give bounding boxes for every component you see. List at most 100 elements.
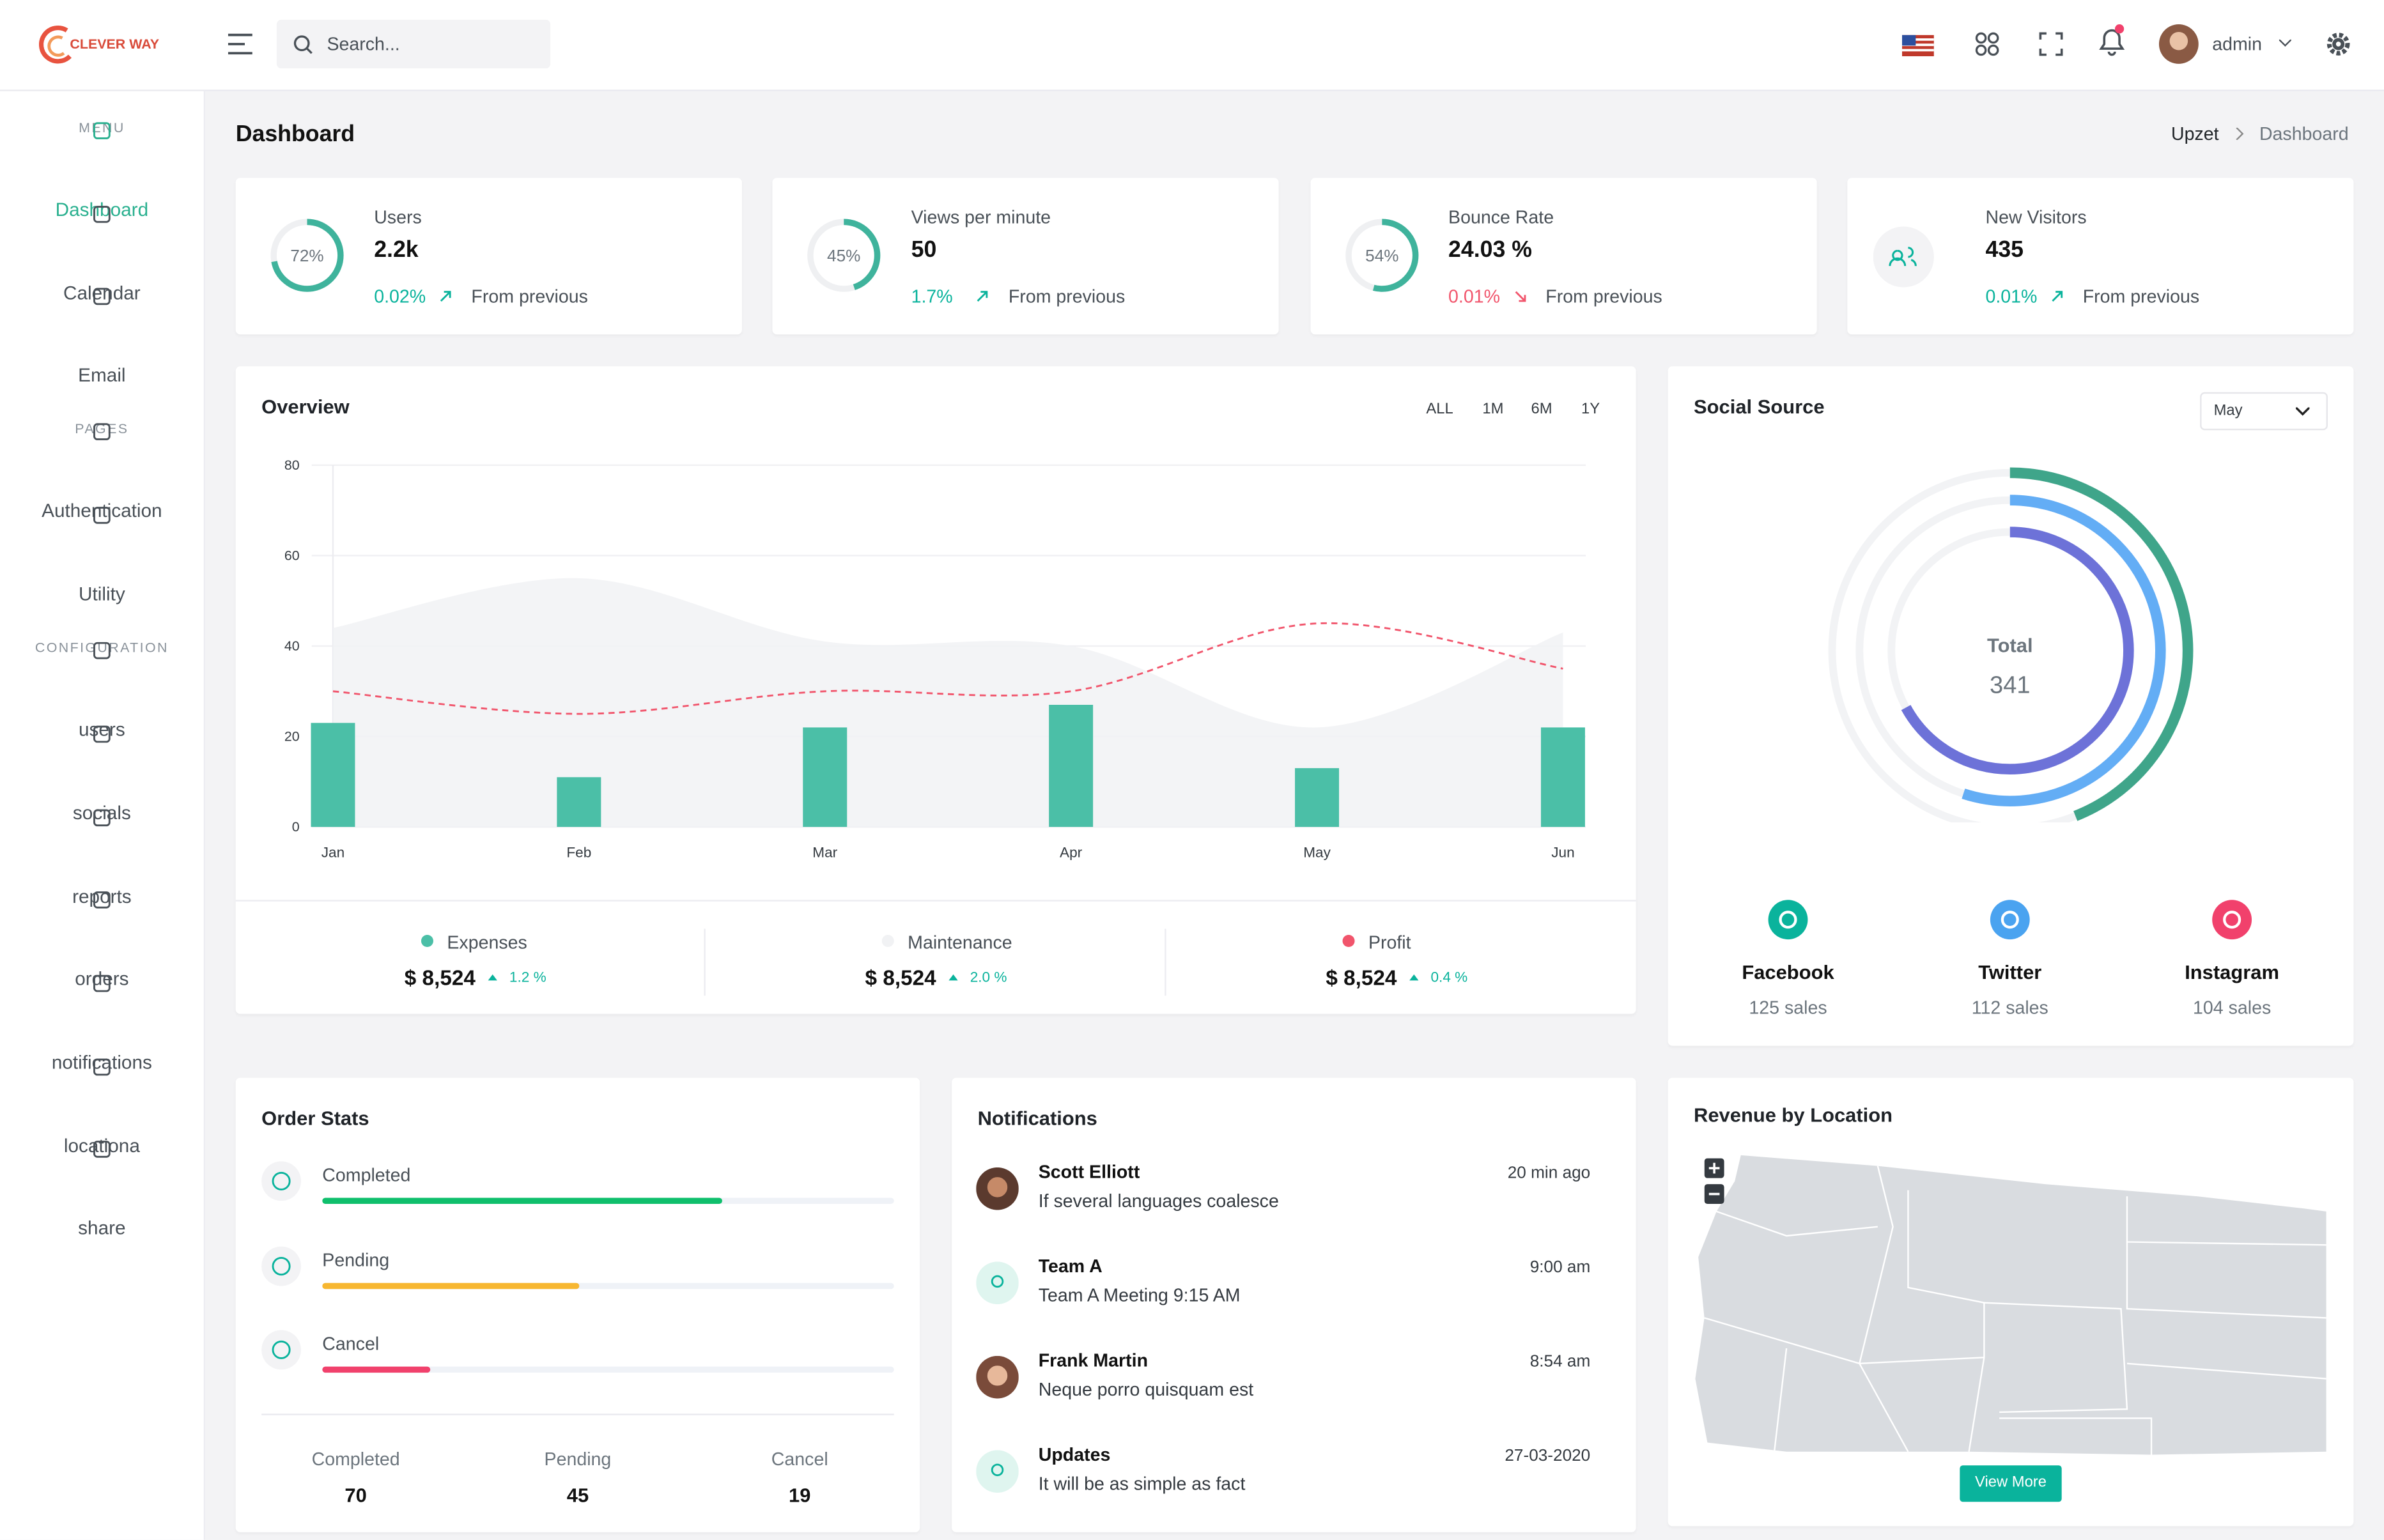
stat-label: Bounce Rate [1448, 206, 1554, 228]
divider [261, 1413, 894, 1415]
menu-item[interactable]: reports [72, 885, 132, 907]
menu-item[interactable]: share [78, 1218, 126, 1240]
arrow [1409, 974, 1419, 981]
menu-item[interactable]: Calendar [63, 282, 141, 304]
gear [2326, 33, 2350, 56]
bar [1540, 727, 1585, 828]
icon-glyph [2223, 911, 2241, 929]
avatar-bg [976, 1261, 1019, 1305]
logo-arc-inner [47, 35, 65, 57]
menu-item[interactable]: Email [78, 365, 126, 387]
user-name[interactable]: admin [2212, 33, 2262, 55]
progress-arc [270, 219, 344, 292]
x-tick-label: Mar [812, 845, 837, 861]
range-button[interactable]: 1M [1482, 401, 1504, 419]
progress-track [322, 1282, 894, 1289]
menu-item[interactable]: users [78, 719, 125, 741]
order-stats-title: Order Stats [261, 1106, 369, 1130]
stat-graphic: 54% [1345, 219, 1418, 292]
icon-bg [261, 1161, 302, 1201]
progress-label: 72% [290, 246, 323, 265]
range-button[interactable]: 6M [1531, 401, 1552, 419]
x-tick-label: Jan [321, 845, 344, 861]
icon-shape [93, 122, 111, 139]
apps-icon[interactable] [1975, 32, 1999, 56]
total-value: 341 [1990, 672, 2030, 699]
menu-item[interactable]: orders [75, 968, 129, 990]
flag[interactable] [1901, 35, 1934, 57]
stat-value: 24.03 % [1448, 237, 1533, 263]
breadcrumb-root[interactable]: Upzet [2171, 123, 2219, 144]
x-tick-label: May [1303, 845, 1331, 861]
source-sales: 125 sales [1749, 997, 1827, 1019]
search-placeholder: Search... [327, 33, 400, 55]
avatar-bg [976, 1450, 1019, 1493]
legend-name: Maintenance [908, 932, 1012, 953]
menu-item[interactable]: socials [72, 802, 131, 824]
summary-column: Maintenance $ 8,524 2.0 % [697, 921, 1168, 997]
source-name: Facebook [1742, 960, 1834, 984]
icon-bg [1990, 900, 2030, 940]
settings-icon[interactable] [2326, 32, 2351, 56]
notification-time: 9:00 am [1529, 1258, 1591, 1277]
legend-dot [421, 934, 433, 948]
period-value: May [2213, 403, 2243, 420]
summary-total: $ 8,524 [865, 965, 936, 990]
topbar: CLEVER WAY Search... admin [0, 0, 2384, 91]
y-tick-label: 20 [284, 729, 300, 744]
icon-glyph [272, 1256, 291, 1275]
fullscreen-icon[interactable] [2039, 32, 2063, 56]
user-caret [2279, 39, 2291, 47]
range-button[interactable]: ALL [1426, 401, 1453, 419]
bell-icon[interactable] [2096, 24, 2127, 58]
stat-note: From previous [1545, 286, 1662, 307]
progress-label: 45% [828, 246, 861, 265]
ring-arc [1885, 527, 2134, 775]
icon-shape [93, 205, 111, 222]
icon-glyph [2001, 911, 2019, 929]
avatar[interactable] [2158, 23, 2201, 66]
users-icon [1889, 247, 1917, 266]
stat-change: 0.02% [374, 286, 426, 307]
stat-note: From previous [1008, 286, 1126, 307]
period-select[interactable]: May [2200, 392, 2328, 431]
menu-icon [93, 288, 111, 306]
menu-toggle[interactable] [228, 33, 252, 55]
menu-item[interactable]: locationa [63, 1135, 140, 1157]
order-stats-card: Order Stats Completed Completed 70 Pending P… [235, 1077, 920, 1532]
map-zoom[interactable] [1704, 1158, 1726, 1207]
icon-shape [93, 725, 111, 743]
menu-item[interactable]: Dashboard [55, 199, 149, 220]
menu-item[interactable]: Authentication [42, 500, 162, 522]
plus [1708, 1162, 1720, 1174]
bar [557, 777, 601, 828]
stat-change: 1.7% [911, 286, 953, 307]
bell-dot [2114, 24, 2125, 34]
range-button[interactable]: 1Y [1581, 401, 1600, 419]
menu-item[interactable]: Utility [79, 583, 125, 605]
menu-item[interactable]: notifications [51, 1051, 152, 1074]
summary-total: $ 8,524 [1326, 965, 1397, 990]
apps-grid [1975, 32, 1999, 56]
menu-icon [93, 725, 111, 743]
summary-arrow [948, 974, 958, 981]
progress-bar [322, 1282, 580, 1289]
source-icon [1990, 900, 2030, 940]
menu-icon [93, 507, 111, 524]
notification-avatar [976, 1167, 1019, 1210]
icon-bg [261, 1245, 302, 1286]
footer-label: Completed [311, 1449, 400, 1470]
select-caret [2296, 407, 2310, 416]
view-more-button[interactable]: View More [1960, 1465, 2062, 1502]
search-box[interactable]: Search... [276, 19, 551, 69]
stat-graphic: 72% [270, 219, 344, 292]
map-land [1695, 1155, 2326, 1455]
menu-icon [93, 891, 111, 909]
progress-track [322, 1366, 894, 1373]
stat-label: Views per minute [911, 206, 1051, 228]
icon-shape [93, 974, 111, 992]
progress-bar [322, 1366, 431, 1373]
bar [1049, 705, 1094, 828]
source-sales: 104 sales [2193, 997, 2272, 1019]
footer-value: 19 [789, 1483, 811, 1507]
